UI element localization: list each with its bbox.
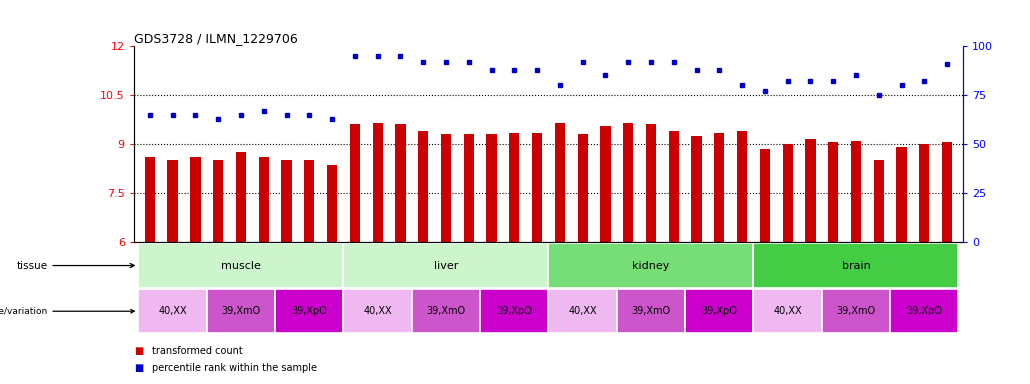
- Bar: [890, 289, 959, 333]
- Bar: [691, 136, 701, 242]
- Bar: [714, 132, 724, 242]
- Bar: [668, 131, 679, 242]
- Bar: [509, 132, 519, 242]
- Bar: [783, 144, 793, 242]
- Bar: [168, 161, 178, 242]
- Text: liver: liver: [434, 260, 458, 271]
- Text: 39,XpO: 39,XpO: [701, 306, 737, 316]
- Text: transformed count: transformed count: [152, 346, 243, 356]
- Bar: [418, 131, 428, 242]
- Bar: [207, 289, 275, 333]
- Bar: [919, 144, 929, 242]
- Bar: [851, 141, 861, 242]
- Bar: [350, 124, 359, 242]
- Bar: [578, 134, 588, 242]
- Bar: [304, 161, 314, 242]
- Bar: [343, 289, 412, 333]
- Bar: [737, 131, 747, 242]
- Bar: [754, 243, 959, 288]
- Bar: [138, 243, 343, 288]
- Bar: [623, 123, 633, 242]
- Bar: [805, 139, 816, 242]
- Text: brain: brain: [842, 260, 870, 271]
- Text: 39,XmO: 39,XmO: [221, 306, 261, 316]
- Bar: [555, 123, 565, 242]
- Bar: [646, 124, 656, 242]
- Text: ■: ■: [134, 363, 143, 373]
- Bar: [373, 123, 383, 242]
- Text: 39,XpO: 39,XpO: [291, 306, 328, 316]
- Text: 39,XmO: 39,XmO: [426, 306, 466, 316]
- Text: genotype/variation: genotype/variation: [0, 307, 134, 316]
- Bar: [213, 161, 224, 242]
- Text: 39,XpO: 39,XpO: [906, 306, 942, 316]
- Bar: [873, 161, 884, 242]
- Bar: [236, 152, 246, 242]
- Bar: [760, 149, 770, 242]
- Bar: [828, 142, 838, 242]
- Bar: [441, 134, 451, 242]
- Bar: [343, 243, 548, 288]
- Bar: [480, 289, 548, 333]
- Bar: [191, 157, 201, 242]
- Bar: [822, 289, 890, 333]
- Text: 39,XmO: 39,XmO: [836, 306, 875, 316]
- Bar: [600, 126, 611, 242]
- Text: ■: ■: [134, 346, 143, 356]
- Bar: [685, 289, 754, 333]
- Bar: [275, 289, 343, 333]
- Text: 40,XX: 40,XX: [774, 306, 802, 316]
- Bar: [486, 134, 496, 242]
- Bar: [259, 157, 269, 242]
- Text: 39,XpO: 39,XpO: [496, 306, 533, 316]
- Bar: [754, 289, 822, 333]
- Bar: [327, 165, 337, 242]
- Bar: [548, 289, 617, 333]
- Bar: [145, 157, 154, 242]
- Bar: [548, 243, 754, 288]
- Bar: [281, 161, 291, 242]
- Text: 40,XX: 40,XX: [569, 306, 597, 316]
- Bar: [942, 142, 952, 242]
- Text: kidney: kidney: [632, 260, 670, 271]
- Bar: [617, 289, 685, 333]
- Text: 40,XX: 40,XX: [364, 306, 392, 316]
- Bar: [138, 289, 207, 333]
- Bar: [412, 289, 480, 333]
- Text: tissue: tissue: [16, 260, 134, 271]
- Text: 39,XmO: 39,XmO: [631, 306, 671, 316]
- Bar: [396, 124, 406, 242]
- Bar: [896, 147, 906, 242]
- Text: muscle: muscle: [221, 260, 261, 271]
- Text: percentile rank within the sample: percentile rank within the sample: [152, 363, 317, 373]
- Bar: [464, 134, 474, 242]
- Bar: [531, 132, 542, 242]
- Text: 40,XX: 40,XX: [159, 306, 186, 316]
- Text: GDS3728 / ILMN_1229706: GDS3728 / ILMN_1229706: [134, 32, 298, 45]
